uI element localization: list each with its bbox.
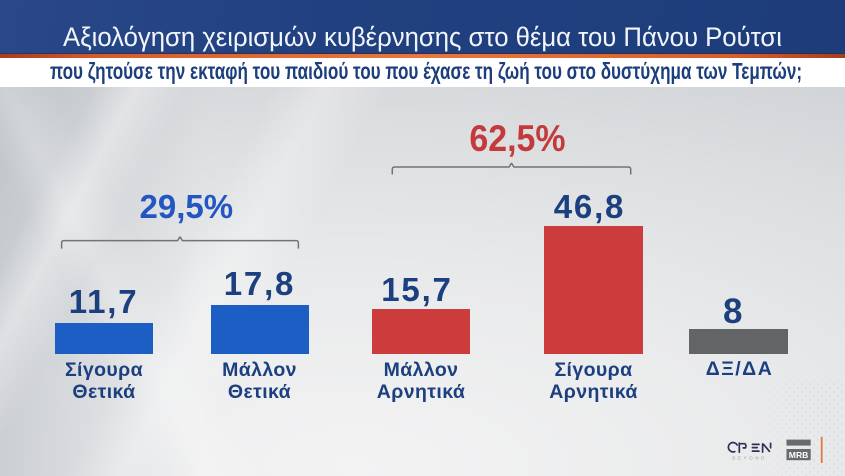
svg-text:MRB: MRB bbox=[789, 450, 809, 460]
svg-text:BEYOND: BEYOND bbox=[732, 455, 767, 460]
